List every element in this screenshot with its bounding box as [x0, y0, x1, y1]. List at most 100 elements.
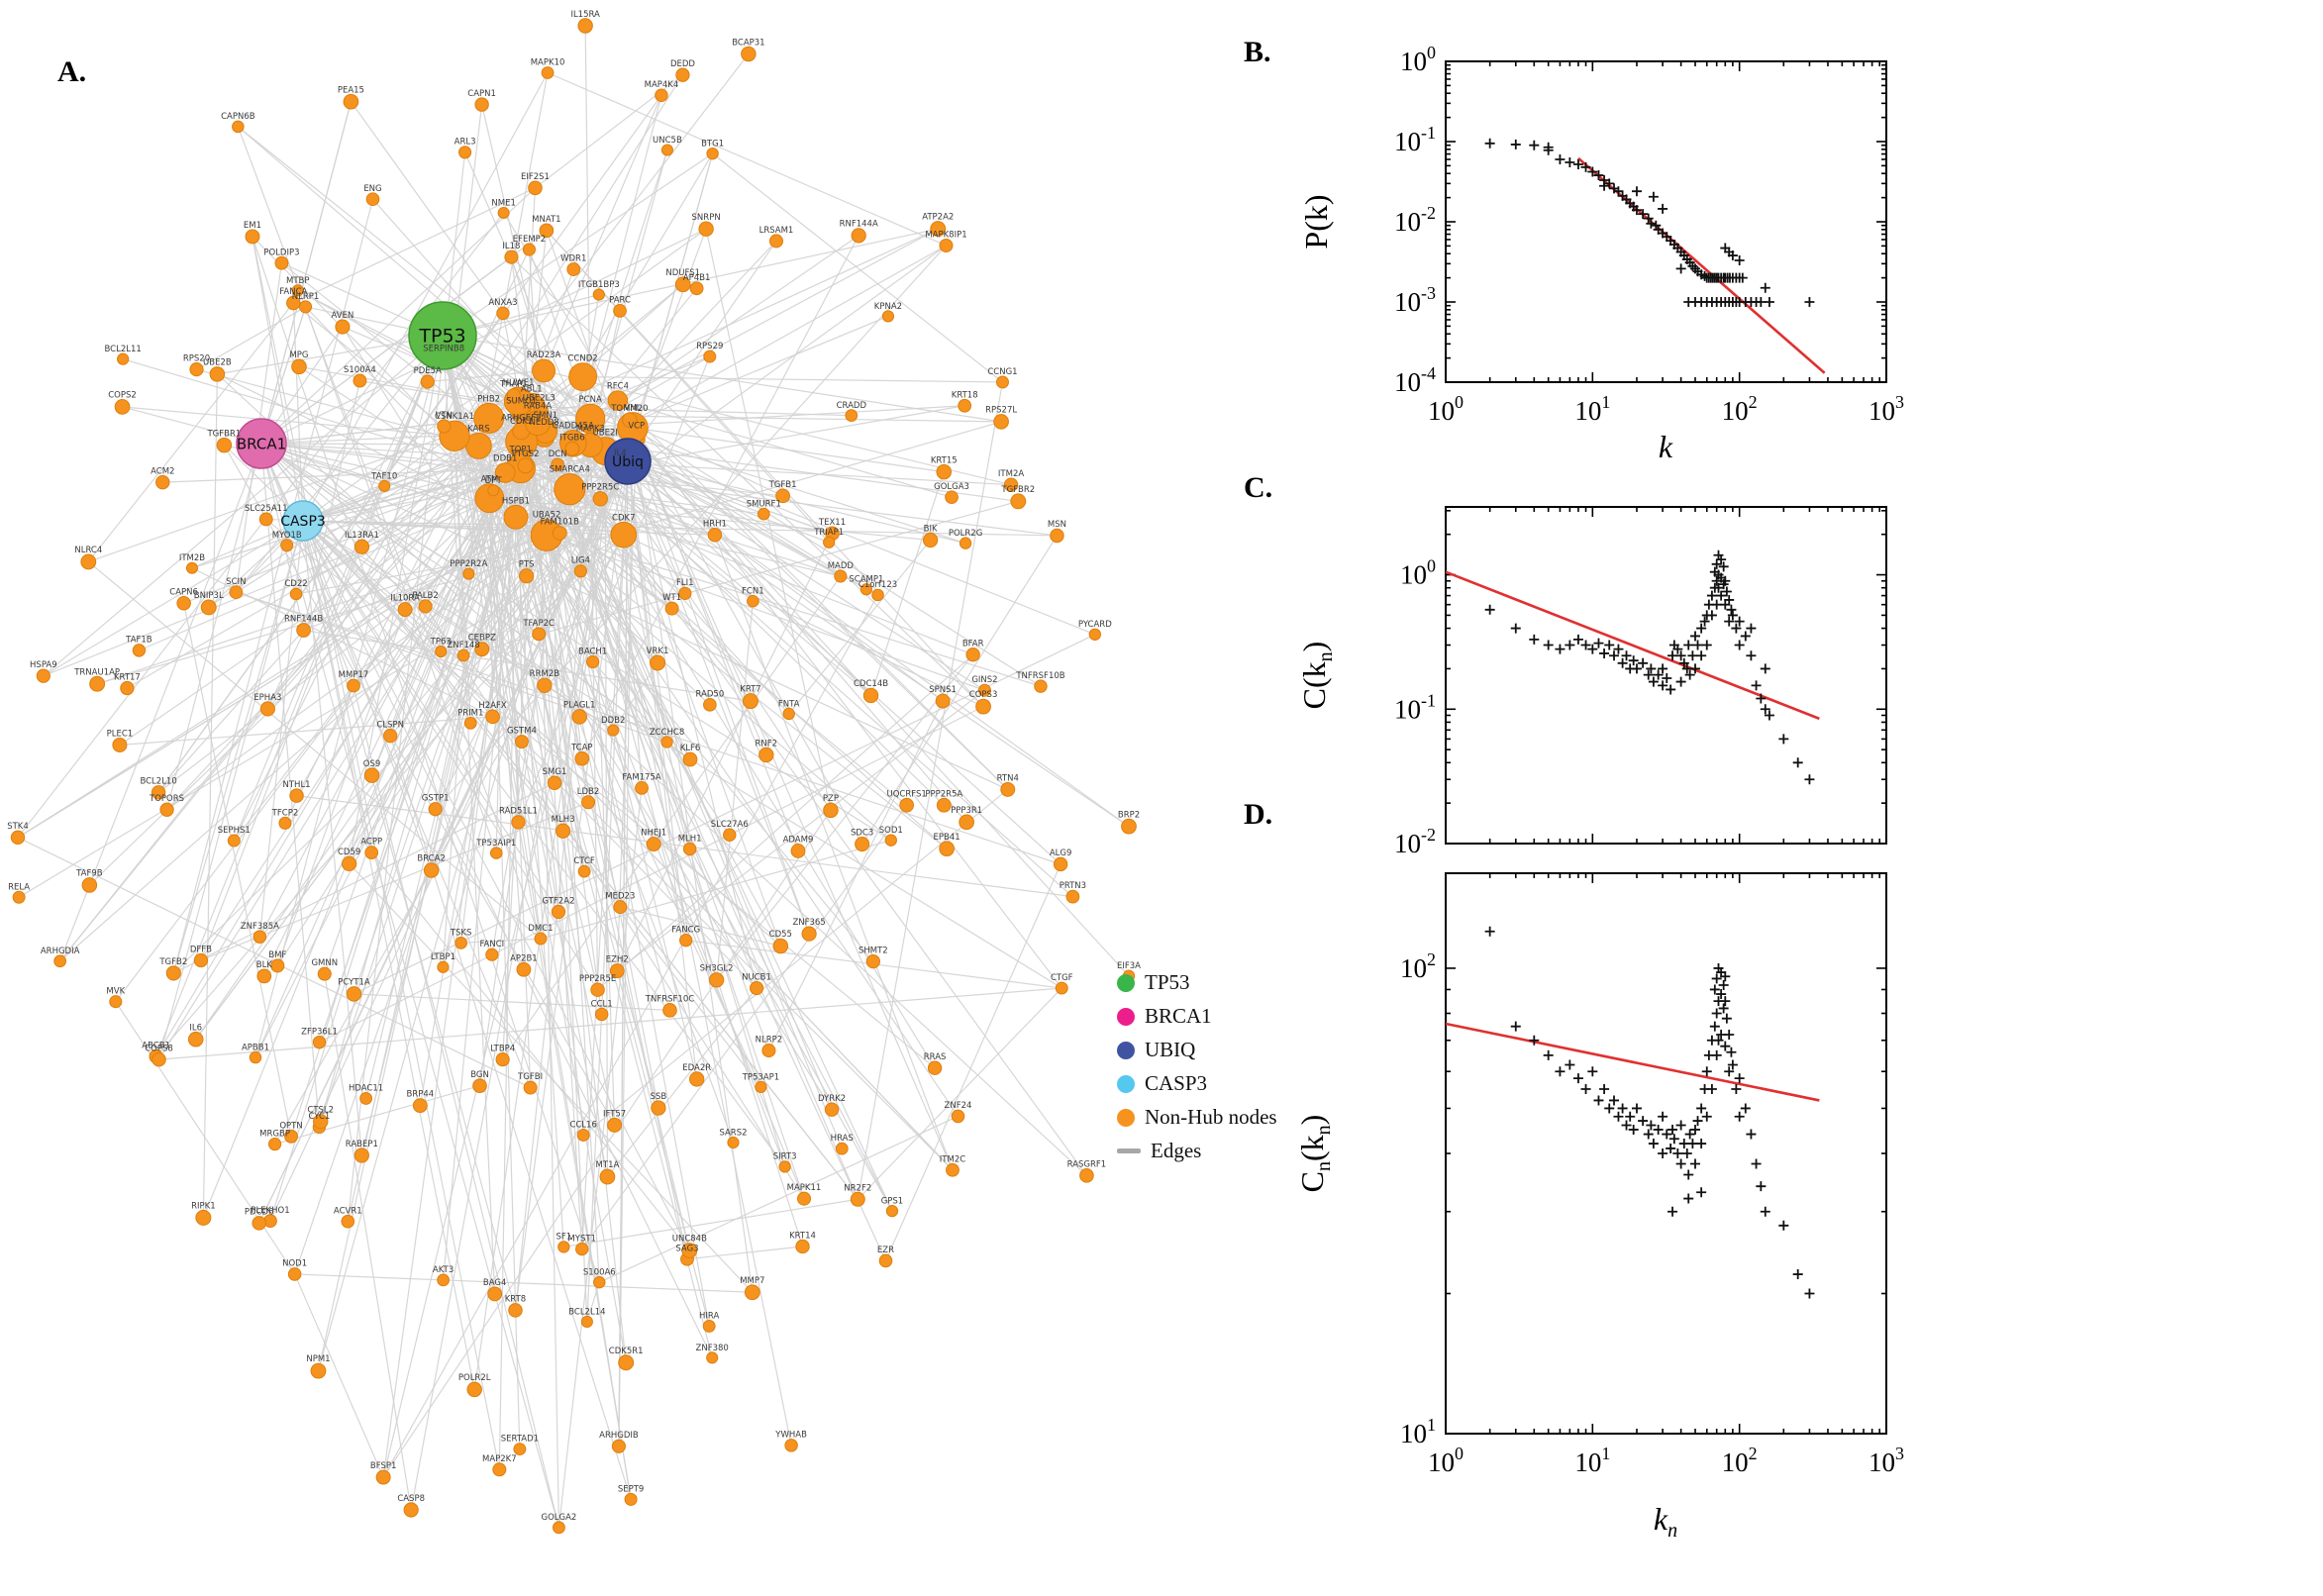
network-node-label: IL15RA: [570, 10, 600, 20]
data-point-marker: [1727, 610, 1738, 621]
network-node-label: TCAP: [570, 743, 593, 752]
network-edge: [302, 380, 361, 631]
network-node-label: TRNAU1AP: [73, 667, 120, 677]
network-node-label: MT1A: [596, 1160, 620, 1170]
legend-label: UBIQ: [1145, 1038, 1196, 1061]
network-edge: [320, 414, 523, 1122]
network-node-label: GSTM4: [507, 727, 537, 737]
network-edge: [545, 431, 1087, 1176]
data-point-marker: [1484, 926, 1495, 937]
network-hub-ubiq: [604, 438, 652, 485]
network-node-label: NPM1: [306, 1354, 330, 1364]
network-node-label: UBE2L3: [523, 394, 556, 404]
network-edge: [442, 335, 1002, 423]
data-point-marker: [1666, 1143, 1676, 1153]
network-hub-brca1: [236, 418, 287, 469]
network-node-label: PLAGL1: [563, 701, 595, 711]
network-node: [552, 1521, 565, 1535]
data-point-marker: [1760, 663, 1770, 674]
network-edge: [252, 236, 600, 1283]
network-node-label: CDC14B: [854, 679, 888, 689]
data-point-marker: [1593, 638, 1604, 648]
network-node: [284, 1129, 298, 1144]
network-node: [310, 1362, 327, 1379]
network-node-label: TNFRSF10C: [645, 995, 694, 1005]
network-node: [516, 961, 532, 977]
network-edge: [636, 438, 966, 545]
data-point-marker: [1613, 644, 1624, 654]
network-node: [523, 1080, 538, 1095]
network-node-label: GTF2A2: [542, 896, 574, 906]
data-point-marker: [1687, 1139, 1698, 1149]
network-edge: [627, 460, 698, 1080]
network-node: [508, 1303, 523, 1318]
network-edge: [122, 406, 454, 437]
network-node-label: ALG9: [1050, 848, 1072, 858]
network-edge: [627, 460, 842, 577]
network-node-label: ACVR1: [334, 1206, 362, 1216]
network-node-label: YWHAB: [774, 1431, 807, 1441]
data-point-marker: [1724, 616, 1735, 627]
network-node: [346, 986, 362, 1002]
network-node: [593, 1275, 606, 1289]
network-edge: [481, 104, 545, 371]
network-node-label: ATP2A2: [922, 213, 954, 223]
network-edge: [491, 489, 570, 955]
panel-label-d: D.: [1244, 798, 1273, 831]
network-edge: [618, 428, 634, 1446]
data-point-marker: [1613, 1111, 1624, 1122]
network-node: [554, 473, 586, 506]
data-point-marker: [1756, 693, 1767, 704]
network-node-label: HRH1: [703, 519, 727, 529]
network-node: [824, 1102, 840, 1117]
network-node-label: CD22: [284, 579, 307, 589]
network-edge: [260, 443, 540, 635]
data-point-marker: [1690, 663, 1701, 674]
network-node-label: GPS1: [881, 1196, 904, 1206]
network-node-label: SCAMP1: [849, 575, 883, 585]
network-node-label: GOLGA2: [542, 1513, 577, 1523]
network-node-label: ITGB6: [559, 433, 585, 443]
network-edge: [302, 520, 475, 1390]
data-point-marker: [1593, 1095, 1604, 1106]
data-point-marker: [1609, 650, 1620, 661]
network-edge: [260, 443, 546, 686]
data-point-marker: [1713, 1035, 1724, 1046]
network-edge: [382, 467, 522, 1478]
network-node-label: H2AFX: [478, 701, 507, 711]
data-point-marker: [1701, 1111, 1712, 1122]
data-point-marker: [1572, 159, 1583, 170]
network-edge: [686, 1246, 803, 1260]
network-node-label: PCYT1A: [338, 978, 370, 988]
network-node-label: ARHGDIB: [599, 1431, 639, 1441]
network-edge: [442, 335, 627, 1363]
network-node-label: NHEJ1: [641, 829, 666, 839]
data-point-marker: [1711, 1008, 1722, 1019]
network-node: [245, 229, 260, 245]
network-node: [289, 788, 304, 803]
network-node-label: ZNF365: [792, 918, 825, 928]
data-point-marker: [1731, 623, 1742, 634]
network-edge: [260, 443, 954, 1171]
network-edge: [302, 520, 560, 535]
network-edge: [581, 460, 629, 1249]
network-node: [117, 352, 130, 365]
network-node: [646, 837, 661, 852]
network-node: [291, 358, 307, 375]
network-node-label: RAB4A: [524, 402, 553, 412]
data-point-marker: [1734, 1073, 1745, 1084]
network-edge: [139, 438, 638, 651]
network-edge: [172, 534, 625, 974]
network-node: [592, 288, 605, 301]
network-node: [850, 1191, 865, 1207]
data-point-marker: [1734, 616, 1745, 627]
network-node: [515, 735, 529, 748]
network-node-label: EZH2: [606, 955, 629, 965]
network-node: [1010, 493, 1027, 510]
network-node-label: PALB2: [412, 591, 438, 601]
data-point-marker: [1617, 1103, 1628, 1114]
network-edge: [87, 302, 294, 562]
network-node: [317, 966, 332, 981]
network-node: [506, 388, 521, 403]
network-node-label: CAPN1: [467, 89, 496, 99]
